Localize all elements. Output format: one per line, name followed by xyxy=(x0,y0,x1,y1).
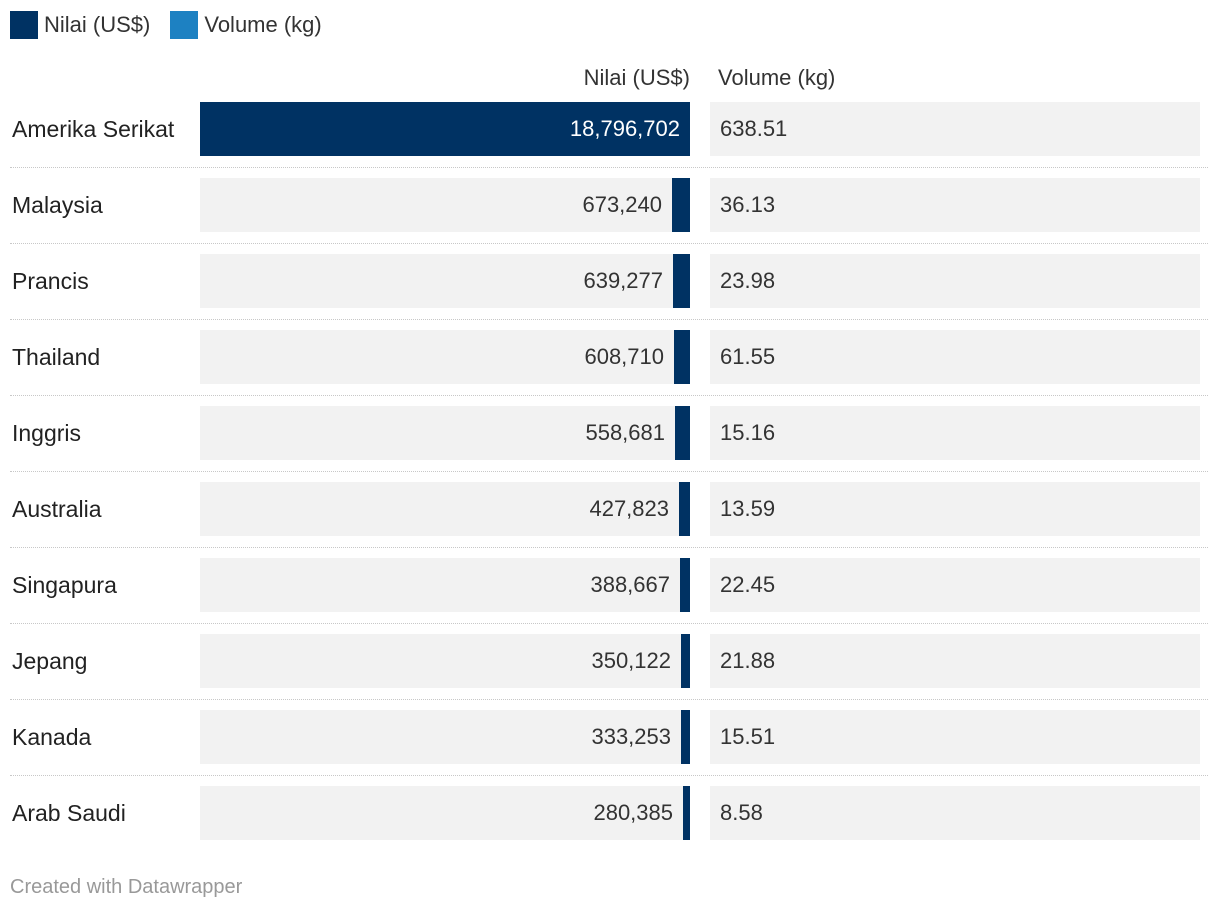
bar-nilai xyxy=(679,482,690,536)
row-label: Australia xyxy=(12,496,102,522)
volume-cell: 15.16 xyxy=(710,406,1200,460)
volume-value-label: 8.58 xyxy=(720,800,763,825)
volume-value-label: 22.45 xyxy=(720,572,776,597)
table-row: Jepang 350,122 21.88 xyxy=(0,634,1220,710)
table-row: Amerika Serikat 18,796,702 638.51 xyxy=(0,102,1220,178)
bar-value-label: 388,667 xyxy=(590,572,670,597)
legend-swatch-volume xyxy=(170,11,199,39)
volume-value-label: 15.16 xyxy=(720,420,776,445)
bar-value-label: 608,710 xyxy=(584,344,664,369)
bar-value-label: 427,823 xyxy=(589,496,669,521)
row-label: Arab Saudi xyxy=(12,800,126,826)
footer-credit: Created with Datawrapper xyxy=(10,876,243,898)
bar-track: 558,681 xyxy=(200,406,690,460)
bar-track: 350,122 xyxy=(200,634,690,688)
bar-value-label: 673,240 xyxy=(582,192,662,217)
row-label: Inggris xyxy=(12,420,82,446)
row-label: Kanada xyxy=(12,724,92,750)
bar-nilai xyxy=(681,710,690,764)
volume-cell: 21.88 xyxy=(710,634,1200,688)
volume-cell: 15.51 xyxy=(710,710,1200,764)
volume-value-label: 21.88 xyxy=(720,648,776,673)
table-row: Kanada 333,253 15.51 xyxy=(0,710,1220,786)
row-label: Jepang xyxy=(12,648,88,674)
row-label: Singapura xyxy=(12,572,117,598)
row-label: Prancis xyxy=(12,268,89,294)
bar-value-label: 350,122 xyxy=(591,648,671,673)
table-row: Prancis 639,277 23.98 xyxy=(0,254,1220,330)
row-separator xyxy=(10,167,1208,168)
table-row: Inggris 558,681 15.16 xyxy=(0,406,1220,482)
volume-value-label: 23.98 xyxy=(720,268,776,293)
volume-cell: 8.58 xyxy=(710,786,1200,840)
bar-track: 673,240 xyxy=(200,178,690,232)
table-row: Thailand 608,710 61.55 xyxy=(0,330,1220,406)
bar-track: 388,667 xyxy=(200,558,690,612)
row-label: Malaysia xyxy=(12,192,103,218)
volume-value-label: 638.51 xyxy=(720,116,788,141)
legend: Nilai (US$) Volume (kg) xyxy=(10,10,342,40)
volume-cell: 638.51 xyxy=(710,102,1200,156)
volume-cell: 23.98 xyxy=(710,254,1200,308)
bar-nilai xyxy=(673,254,690,308)
legend-swatch-nilai xyxy=(10,11,38,39)
table-row: Australia 427,823 13.59 xyxy=(0,482,1220,558)
bar-nilai xyxy=(675,406,690,460)
legend-item-nilai: Nilai (US$) xyxy=(10,11,150,39)
bar-nilai xyxy=(200,102,690,156)
volume-value-label: 13.59 xyxy=(720,496,776,521)
row-separator xyxy=(10,319,1208,320)
bar-nilai xyxy=(680,558,690,612)
volume-value-label: 61.55 xyxy=(720,344,776,369)
bar-nilai xyxy=(683,786,690,840)
bar-nilai xyxy=(672,178,690,232)
table-row: Arab Saudi 280,385 8.58 xyxy=(0,786,1220,862)
legend-label-nilai: Nilai (US$) xyxy=(44,12,151,37)
row-label: Thailand xyxy=(12,344,101,370)
volume-cell: 22.45 xyxy=(710,558,1200,612)
table-row: Singapura 388,667 22.45 xyxy=(0,558,1220,634)
row-separator xyxy=(10,471,1208,472)
legend-item-volume: Volume (kg) xyxy=(170,11,322,39)
row-separator xyxy=(10,775,1208,776)
bar-track: 333,253 xyxy=(200,710,690,764)
bar-track: 639,277 xyxy=(200,254,690,308)
row-separator xyxy=(10,623,1208,624)
volume-value-label: 36.13 xyxy=(720,192,776,217)
table-row: Malaysia 673,240 36.13 xyxy=(0,178,1220,254)
bar-nilai xyxy=(681,634,690,688)
row-separator xyxy=(10,243,1208,244)
volume-cell: 13.59 xyxy=(710,482,1200,536)
bar-track: 280,385 xyxy=(200,786,690,840)
bar-value-label: 639,277 xyxy=(583,268,663,293)
legend-label-volume: Volume (kg) xyxy=(204,12,322,37)
row-label: Amerika Serikat xyxy=(12,116,175,142)
column-header-volume: Volume (kg) xyxy=(718,65,836,90)
bar-track: 608,710 xyxy=(200,330,690,384)
bar-value-label: 18,796,702 xyxy=(569,116,680,141)
volume-value-label: 15.51 xyxy=(720,724,776,749)
row-separator xyxy=(10,395,1208,396)
bar-value-label: 558,681 xyxy=(585,420,665,445)
row-separator xyxy=(10,547,1208,548)
bar-value-label: 280,385 xyxy=(593,800,673,825)
bar-nilai xyxy=(674,330,690,384)
column-header-nilai: Nilai (US$) xyxy=(583,65,690,90)
volume-cell: 36.13 xyxy=(710,178,1200,232)
volume-cell: 61.55 xyxy=(710,330,1200,384)
row-separator xyxy=(10,699,1208,700)
bar-track: 18,796,702 xyxy=(200,102,690,156)
bar-value-label: 333,253 xyxy=(591,724,671,749)
bar-track: 427,823 xyxy=(200,482,690,536)
